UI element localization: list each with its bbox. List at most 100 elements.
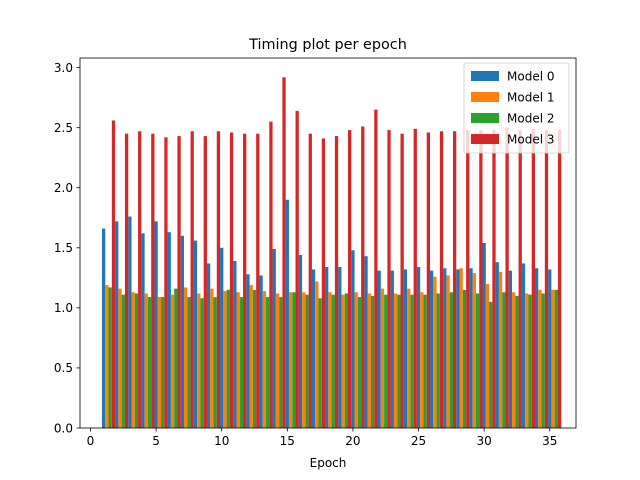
bar-model-2-epoch-22	[384, 294, 388, 428]
bar-model-0-epoch-6	[167, 232, 171, 428]
bar-model-3-epoch-9	[216, 131, 221, 428]
bar-model-1-epoch-19	[341, 294, 345, 428]
bar-model-0-epoch-1	[101, 228, 106, 428]
bar-model-1-epoch-10	[223, 291, 227, 428]
bar-model-2-epoch-24	[410, 294, 414, 428]
bar-model-1-epoch-27	[446, 275, 450, 428]
bar-model-1-epoch-28	[459, 268, 463, 428]
x-tick-label: 10	[214, 434, 229, 448]
bar-model-2-epoch-23	[397, 294, 401, 428]
bar-model-0-epoch-26	[430, 270, 434, 428]
bar-model-0-epoch-4	[141, 233, 145, 428]
bar-model-2-epoch-25	[423, 294, 427, 428]
bar-model-3-epoch-3	[138, 131, 142, 428]
bars-layer	[101, 77, 562, 429]
bar-model-3-epoch-28	[466, 130, 470, 428]
bar-model-2-epoch-31	[502, 292, 506, 428]
bar-model-2-epoch-13	[266, 297, 270, 428]
bar-model-2-epoch-33	[528, 294, 532, 428]
bar-model-2-epoch-16	[305, 294, 309, 428]
bar-model-2-epoch-27	[449, 292, 453, 428]
bar-model-2-epoch-29	[475, 293, 480, 428]
legend-swatch	[471, 92, 499, 102]
bar-model-2-epoch-30	[489, 301, 493, 428]
bar-model-0-epoch-24	[403, 269, 408, 428]
bar-model-0-epoch-18	[325, 267, 329, 428]
bar-model-3-epoch-24	[413, 128, 417, 428]
x-tick-label: 5	[152, 434, 160, 448]
chart-title: Timing plot per epoch	[248, 37, 407, 53]
y-axis-ticks: 0.0 0.5 1.0 1.5 2.0 2.5 3.0	[54, 61, 80, 435]
bar-model-3-epoch-16	[308, 133, 312, 428]
bar-model-1-epoch-2	[118, 288, 122, 428]
bar-model-1-epoch-3	[131, 292, 135, 428]
bar-model-2-epoch-20	[357, 297, 362, 428]
x-tick-label: 35	[542, 434, 557, 448]
bar-model-1-epoch-26	[433, 276, 437, 428]
y-tick-label: 1.0	[54, 301, 73, 315]
legend-label: Model 1	[507, 91, 554, 105]
bar-model-3-epoch-25	[426, 132, 431, 429]
bar-model-2-epoch-1	[108, 287, 112, 428]
bar-model-3-epoch-4	[151, 133, 155, 428]
bar-model-3-epoch-13	[269, 121, 273, 429]
bar-model-0-epoch-25	[416, 267, 421, 428]
bar-model-2-epoch-6	[174, 288, 178, 428]
bar-model-0-epoch-14	[272, 249, 276, 428]
bar-model-2-epoch-9	[213, 297, 217, 428]
bar-model-2-epoch-14	[279, 297, 283, 428]
bar-model-3-epoch-7	[190, 131, 194, 428]
bar-model-1-epoch-20	[354, 292, 358, 428]
bar-model-3-epoch-18	[334, 136, 339, 428]
bar-model-0-epoch-8	[193, 240, 198, 428]
bar-model-2-epoch-32	[515, 295, 519, 428]
y-tick-label: 0.5	[54, 361, 73, 375]
bar-model-0-epoch-3	[128, 216, 132, 428]
bar-model-0-epoch-13	[259, 275, 263, 428]
bar-model-1-epoch-30	[485, 283, 490, 428]
bar-model-2-epoch-10	[226, 289, 230, 428]
bar-model-2-epoch-12	[252, 289, 257, 428]
legend-label: Model 3	[507, 133, 554, 147]
bar-model-2-epoch-21	[370, 295, 375, 428]
x-axis-label: Epoch	[310, 456, 347, 470]
x-tick-label: 20	[345, 434, 360, 448]
bar-model-1-epoch-13	[262, 291, 266, 428]
y-tick-label: 3.0	[54, 61, 73, 75]
bar-model-0-epoch-35	[548, 269, 552, 428]
bar-model-3-epoch-17	[321, 138, 326, 429]
x-tick-label: 30	[477, 434, 492, 448]
bar-model-0-epoch-23	[390, 270, 394, 428]
bar-model-0-epoch-21	[364, 256, 368, 428]
bar-model-0-epoch-5	[154, 221, 158, 428]
bar-model-1-epoch-18	[328, 292, 332, 428]
bar-model-2-epoch-26	[436, 293, 440, 428]
bar-model-0-epoch-31	[495, 262, 499, 428]
bar-model-3-epoch-31	[505, 127, 509, 429]
bar-model-1-epoch-8	[197, 293, 201, 428]
bar-model-3-epoch-27	[452, 131, 457, 428]
bar-model-0-epoch-34	[534, 268, 539, 428]
bar-model-1-epoch-7	[183, 287, 188, 428]
x-tick-label: 15	[280, 434, 295, 448]
bar-model-2-epoch-11	[239, 297, 244, 428]
plot-area-frame	[79, 57, 577, 429]
bar-model-2-epoch-19	[344, 293, 349, 428]
bar-model-0-epoch-16	[298, 255, 303, 428]
bar-model-3-epoch-2	[124, 133, 129, 428]
bar-model-1-epoch-21	[367, 293, 371, 428]
bar-model-1-epoch-4	[144, 293, 148, 428]
bar-model-2-epoch-8	[200, 298, 204, 428]
bar-model-0-epoch-32	[508, 270, 513, 428]
bar-model-1-epoch-12	[249, 285, 253, 428]
bar-model-1-epoch-15	[288, 292, 293, 428]
bar-model-1-epoch-25	[420, 292, 424, 428]
legend-frame	[463, 62, 570, 154]
bar-model-3-epoch-10	[229, 132, 234, 429]
bar-model-3-epoch-8	[203, 136, 207, 428]
bar-model-3-epoch-12	[256, 133, 260, 428]
bar-model-1-epoch-29	[472, 273, 476, 428]
bar-model-1-epoch-5	[157, 297, 162, 428]
bar-model-3-epoch-30	[492, 130, 496, 428]
bar-model-1-epoch-1	[105, 285, 109, 428]
